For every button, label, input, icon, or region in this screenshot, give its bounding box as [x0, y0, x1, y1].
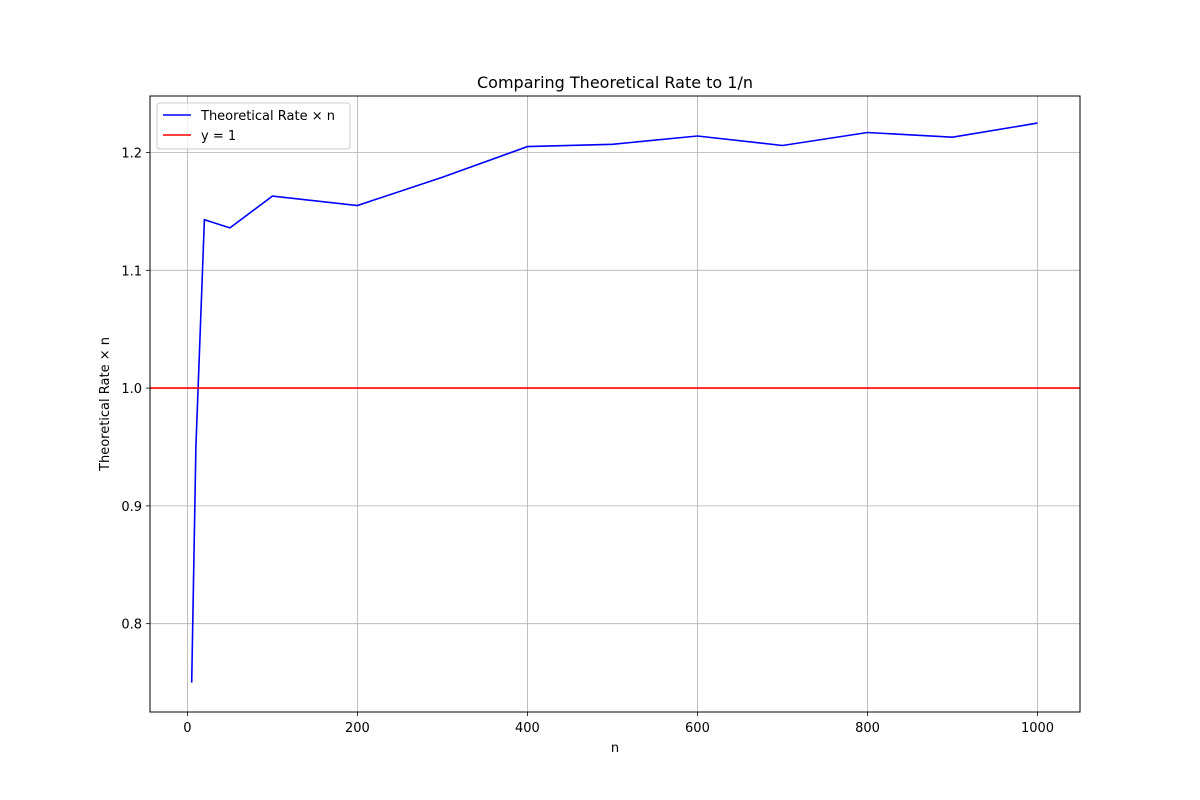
y-tick-label: 0.8 [121, 618, 142, 633]
legend: Theoretical Rate × n y = 1 [156, 102, 351, 150]
y-tick-label: 0.9 [121, 500, 142, 515]
x-tick-label: 1000 [1021, 721, 1054, 736]
y-tick-label: 1.0 [121, 382, 142, 397]
legend-label: y = 1 [201, 129, 236, 144]
x-tick-label: 400 [515, 721, 540, 736]
axes-frame [149, 95, 1081, 713]
chart-title: Comparing Theoretical Rate to 1/n [477, 73, 753, 92]
ticks: 0 200 400 600 800 1000 0.8 0.9 1.0 1.1 1.2 [121, 147, 1054, 736]
y-tick-label: 1.1 [121, 264, 142, 279]
y-axis-label: Theoretical Rate × n [98, 337, 113, 472]
x-tick-label: 0 [183, 721, 191, 736]
legend-box [156, 102, 351, 150]
legend-label: Theoretical Rate × n [200, 109, 335, 124]
series-line-theoretical-rate [190, 122, 1038, 683]
x-tick-label: 600 [685, 721, 710, 736]
x-axis-label: n [611, 741, 619, 756]
y-tick-label: 1.2 [121, 147, 142, 162]
x-tick-label: 200 [345, 721, 370, 736]
x-tick-label: 800 [855, 721, 880, 736]
plot-data [150, 122, 1080, 683]
